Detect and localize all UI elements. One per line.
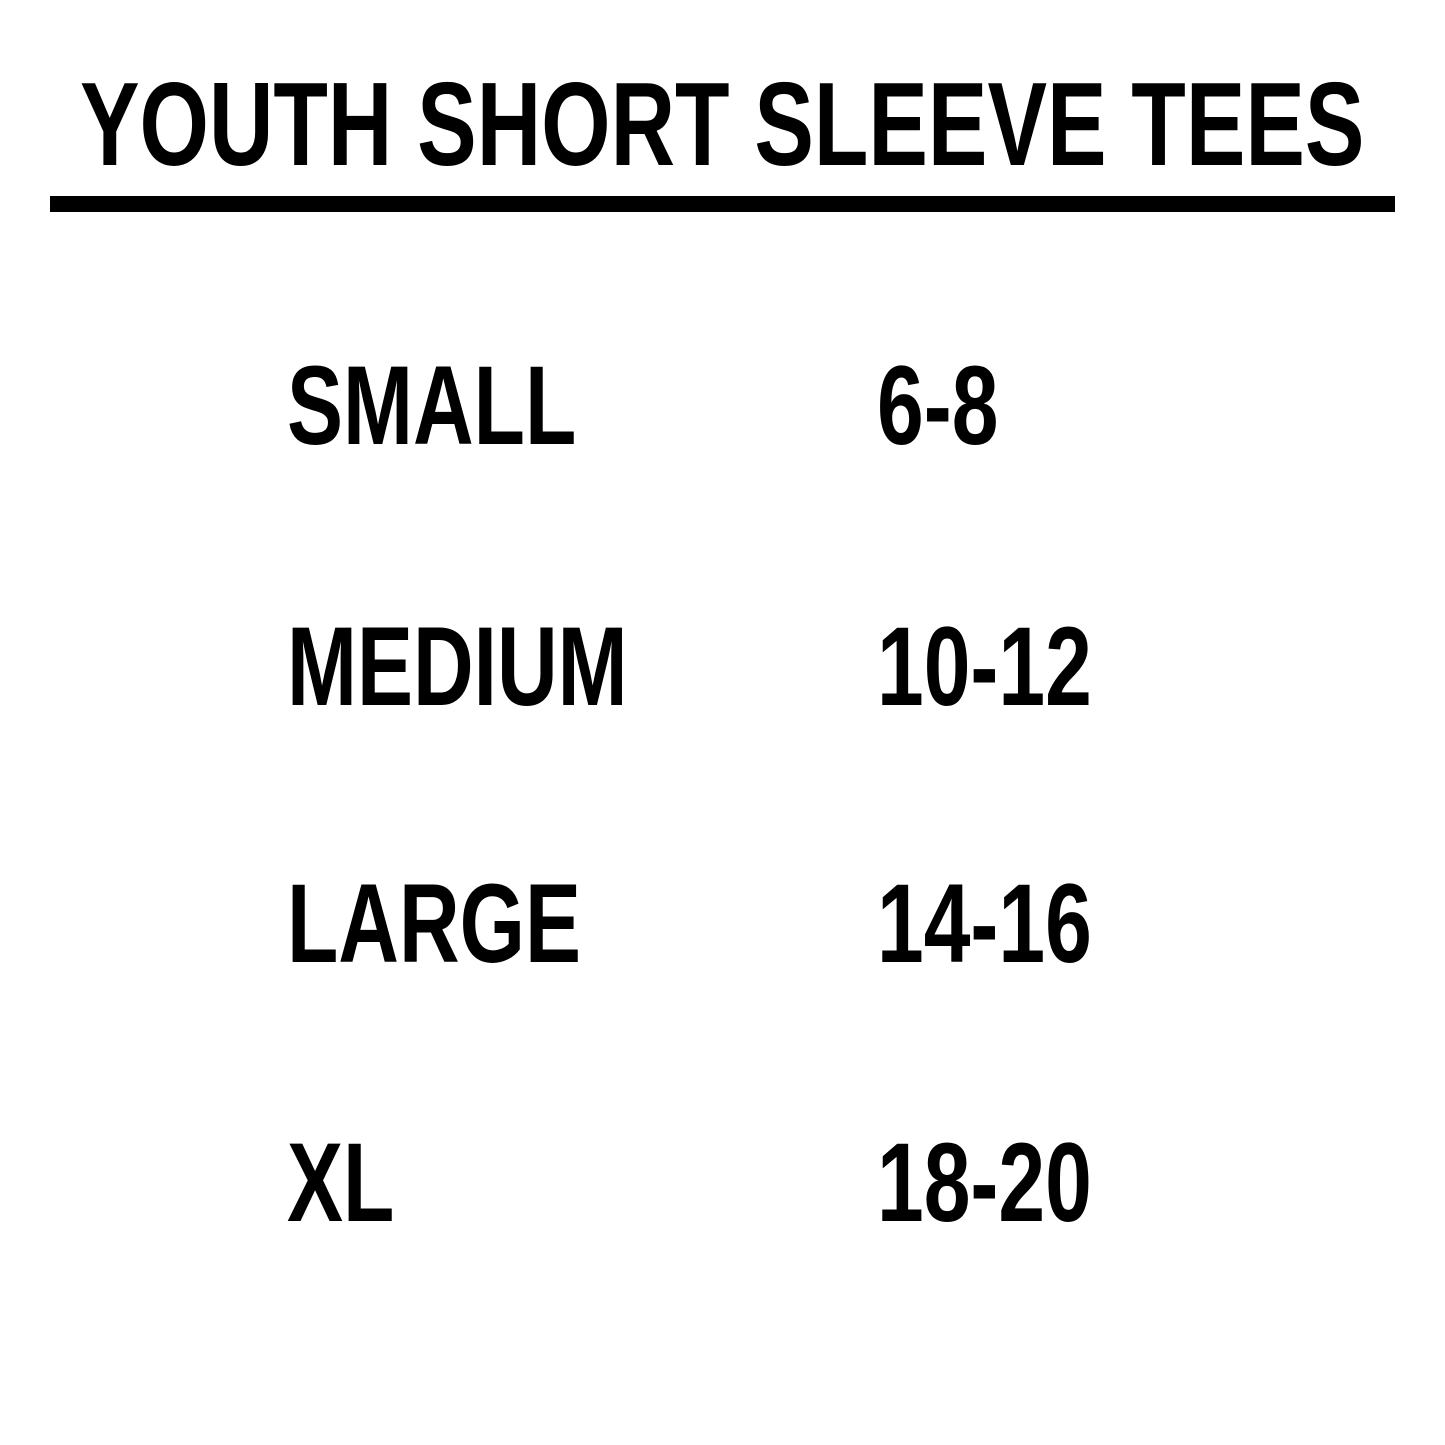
size-name: MEDIUM (287, 604, 628, 729)
size-range: 18-20 (877, 1120, 1092, 1245)
size-name: LARGE (287, 861, 581, 986)
size-name: SMALL (287, 343, 577, 468)
page-title: YOUTH SHORT SLEEVE TEES (80, 65, 1445, 184)
table-row: SMALL 6-8 (0, 350, 1445, 462)
page-title-text: YOUTH SHORT SLEEVE TEES (80, 58, 1365, 191)
table-row: XL 18-20 (0, 1127, 1445, 1239)
table-row: LARGE 14-16 (0, 868, 1445, 980)
title-underline-rule (50, 196, 1395, 212)
size-name: XL (287, 1120, 395, 1245)
size-range: 10-12 (877, 604, 1092, 729)
size-range: 6-8 (877, 343, 999, 468)
table-row: MEDIUM 10-12 (0, 611, 1445, 723)
size-range: 14-16 (877, 861, 1092, 986)
